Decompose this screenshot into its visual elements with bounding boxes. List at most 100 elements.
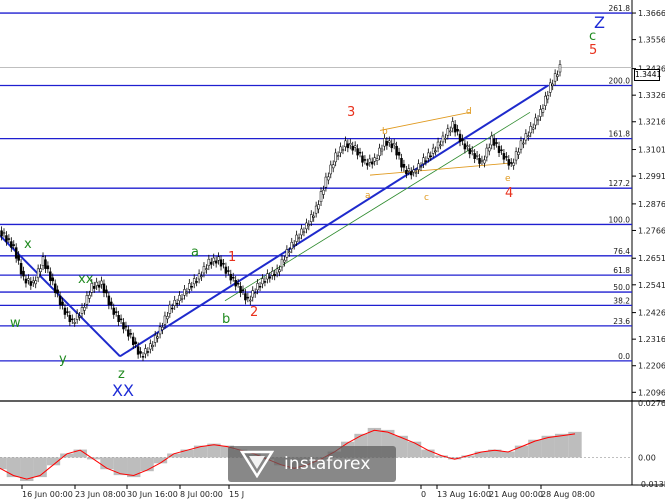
candle-body — [90, 283, 94, 293]
candle-body — [444, 137, 447, 140]
candle-body — [73, 322, 76, 324]
candle-body — [173, 300, 176, 306]
oscillator-bar — [113, 457, 128, 476]
candle-body — [12, 244, 16, 246]
candle-body — [161, 326, 164, 330]
candle-body — [551, 83, 554, 87]
candle-body — [322, 189, 325, 195]
candle-body — [558, 64, 562, 73]
wave-label-y: y — [59, 352, 67, 367]
candle-body — [61, 301, 64, 306]
candle-body — [300, 228, 303, 236]
candle-body — [275, 268, 279, 274]
candle-body — [19, 263, 23, 275]
candle-body — [449, 130, 452, 133]
candle-body — [278, 269, 281, 273]
candle-body — [536, 119, 540, 122]
time-tick-label: 16 Jun 00:00 — [22, 490, 73, 499]
candle-body — [485, 147, 489, 158]
candle-body — [229, 273, 233, 281]
oscillator-bar — [73, 449, 87, 458]
candle-body — [397, 151, 401, 156]
candle-body — [131, 336, 135, 345]
oscillator-bar — [474, 451, 489, 458]
candle-body — [505, 156, 508, 158]
oscillator-bar — [407, 441, 422, 458]
candle-body — [424, 160, 428, 162]
candle-body — [151, 345, 155, 347]
oscillator-bar — [528, 439, 542, 458]
candle-body — [524, 133, 528, 141]
candle-body — [353, 145, 357, 148]
fib-level-label: 38.2 — [613, 296, 630, 305]
fibonacci-levels: 261.8200.0161.8127.2100.076.461.850.038.… — [0, 4, 632, 362]
candle-body — [56, 289, 59, 294]
candle-body — [129, 333, 133, 335]
candle-body — [22, 270, 25, 277]
wave-label-w: w — [10, 316, 21, 331]
candle-body — [475, 155, 479, 157]
candle-body — [312, 215, 315, 218]
wave-label-c-green: c — [589, 29, 596, 44]
candle-body — [241, 289, 245, 292]
candle-body — [439, 144, 442, 147]
wave-label-e-orange: e — [505, 174, 511, 184]
candle-body — [285, 249, 289, 258]
candle-body — [495, 142, 498, 144]
candle-body — [224, 266, 228, 274]
candle-body — [548, 82, 552, 93]
candle-body — [480, 159, 484, 162]
candle-body — [46, 265, 50, 270]
time-tick-label: 21 Aug 00:00 — [489, 490, 543, 499]
candle-body — [236, 282, 240, 285]
wave-label-a-green: a — [191, 245, 199, 260]
oscillator-bar — [0, 457, 7, 470]
candle-body — [29, 281, 33, 286]
candle-body — [141, 356, 145, 358]
candle-body — [78, 316, 81, 318]
oscillator-bar — [60, 453, 74, 458]
candle-body — [192, 278, 196, 285]
candle-body — [314, 205, 318, 214]
candle-body — [419, 166, 423, 168]
wave-label-3: 3 — [347, 105, 355, 120]
candle-body — [222, 263, 225, 265]
candle-body — [166, 316, 169, 320]
candle-body — [270, 271, 274, 276]
candle-body — [349, 142, 352, 146]
oscillator-axis-label: 0.02767 — [638, 399, 665, 408]
time-tick-label: 28 Aug 08:00 — [541, 490, 595, 499]
candle-body — [190, 286, 194, 288]
candle-body — [5, 235, 8, 242]
oscillator-bar — [86, 457, 101, 460]
candle-body — [185, 291, 189, 294]
candle-body — [427, 152, 430, 159]
candle-body — [429, 155, 433, 158]
candle-body — [422, 157, 425, 164]
candle-body — [253, 292, 257, 295]
candle-body — [390, 143, 393, 149]
candle-body — [434, 150, 437, 153]
candle-body — [17, 255, 20, 261]
price-tick-label: 1.2991 — [638, 172, 665, 181]
fib-level-label: 161.8 — [609, 130, 631, 139]
wave-label-xx: xx — [78, 272, 94, 287]
oscillator-bar — [220, 445, 235, 458]
fib-level-label: 200.0 — [609, 77, 631, 86]
candle-body — [302, 231, 306, 234]
candle-body — [317, 204, 320, 210]
candle-body — [500, 149, 503, 152]
candle-body — [39, 268, 42, 273]
candle-body — [553, 73, 557, 82]
wave-label-1: 1 — [228, 250, 236, 265]
candle-body — [122, 322, 125, 330]
candle-body — [324, 176, 328, 188]
candle-body — [527, 135, 530, 138]
candle-body — [519, 140, 523, 150]
candle-body — [346, 143, 350, 149]
candle-body — [102, 283, 106, 294]
instaforex-logo-icon — [240, 450, 274, 478]
candle-body — [388, 140, 391, 143]
candle-body — [297, 237, 301, 240]
